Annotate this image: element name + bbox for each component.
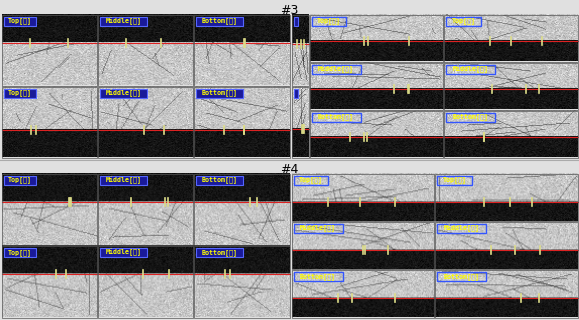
Bar [294,17,298,26]
Text: Top[좌]: Top[좌] [8,177,32,183]
Bar [291,222,434,269]
Text: Bottom[상]: Bottom[상] [300,273,336,280]
Bar [196,17,243,26]
Text: #4: #4 [280,163,298,176]
Bar [100,89,147,98]
Bar [312,113,361,122]
Text: Top[우]: Top[우] [8,249,32,256]
Text: #3: #3 [280,4,298,17]
Text: Bottom[우]: Bottom[우] [201,177,238,183]
Bar [312,17,346,26]
Bar [446,17,481,26]
Text: Middle[상]: Middle[상] [318,65,354,73]
Text: Middle[좌]: Middle[좌] [105,89,141,97]
Text: Bottom[상]: Bottom[상] [318,114,354,120]
Text: Middle[좌]: Middle[좌] [105,176,141,184]
Bar [2,14,97,85]
Text: Middle[우]: Middle[우] [105,249,141,256]
Bar [2,173,97,245]
Bar [446,113,495,122]
Bar [196,89,243,98]
Bar [3,89,36,98]
Bar [196,248,243,257]
Bar [310,110,443,157]
Bar [310,62,443,109]
Text: Middle[상]: Middle[상] [300,224,336,232]
Text: Middle[우]: Middle[우] [105,17,141,25]
Bar [435,173,577,221]
Bar [291,86,309,157]
Text: Top[상]: Top[상] [299,177,323,183]
Text: Bottom[우]: Bottom[우] [201,18,238,24]
Bar [435,270,577,317]
Text: Middle[하]: Middle[하] [453,65,489,73]
Bar [435,222,577,269]
Bar [98,86,193,157]
Bar [194,246,290,317]
Bar [100,175,147,185]
Bar [294,89,298,98]
Text: Top[상]: Top[상] [317,18,341,24]
Bar [98,173,193,245]
Bar [194,173,290,245]
Text: Top[하]: Top[하] [442,177,467,183]
Bar [294,175,328,185]
Bar [437,175,472,185]
Bar [446,65,495,74]
Text: Middle[하]: Middle[하] [444,224,479,232]
Text: Bottom[하]: Bottom[하] [453,114,489,120]
Bar [294,224,343,233]
Bar [100,17,147,26]
Bar [291,14,309,85]
Text: Bottom[우]: Bottom[우] [201,249,238,256]
Bar [3,175,36,185]
Bar [312,65,361,74]
Bar [100,248,147,257]
Bar [3,17,36,26]
Bar [444,14,577,61]
Bar [3,248,36,257]
Text: Top[우]: Top[우] [8,18,32,24]
Bar [291,270,434,317]
Bar [310,14,443,61]
Text: Bottom[좌]: Bottom[좌] [201,90,238,96]
Bar [2,86,97,157]
Bar [291,173,434,221]
Bar [437,224,486,233]
Bar [98,14,193,85]
Bar [2,246,97,317]
Bar [194,86,290,157]
Bar [294,272,343,281]
Bar [444,110,577,157]
Text: Top[좌]: Top[좌] [8,90,32,96]
Bar [98,246,193,317]
Text: Bottom[하]: Bottom[하] [444,273,479,280]
Bar [196,175,243,185]
Bar [444,62,577,109]
Bar [194,14,290,85]
Text: Top[하]: Top[하] [452,18,475,24]
Bar [437,272,486,281]
